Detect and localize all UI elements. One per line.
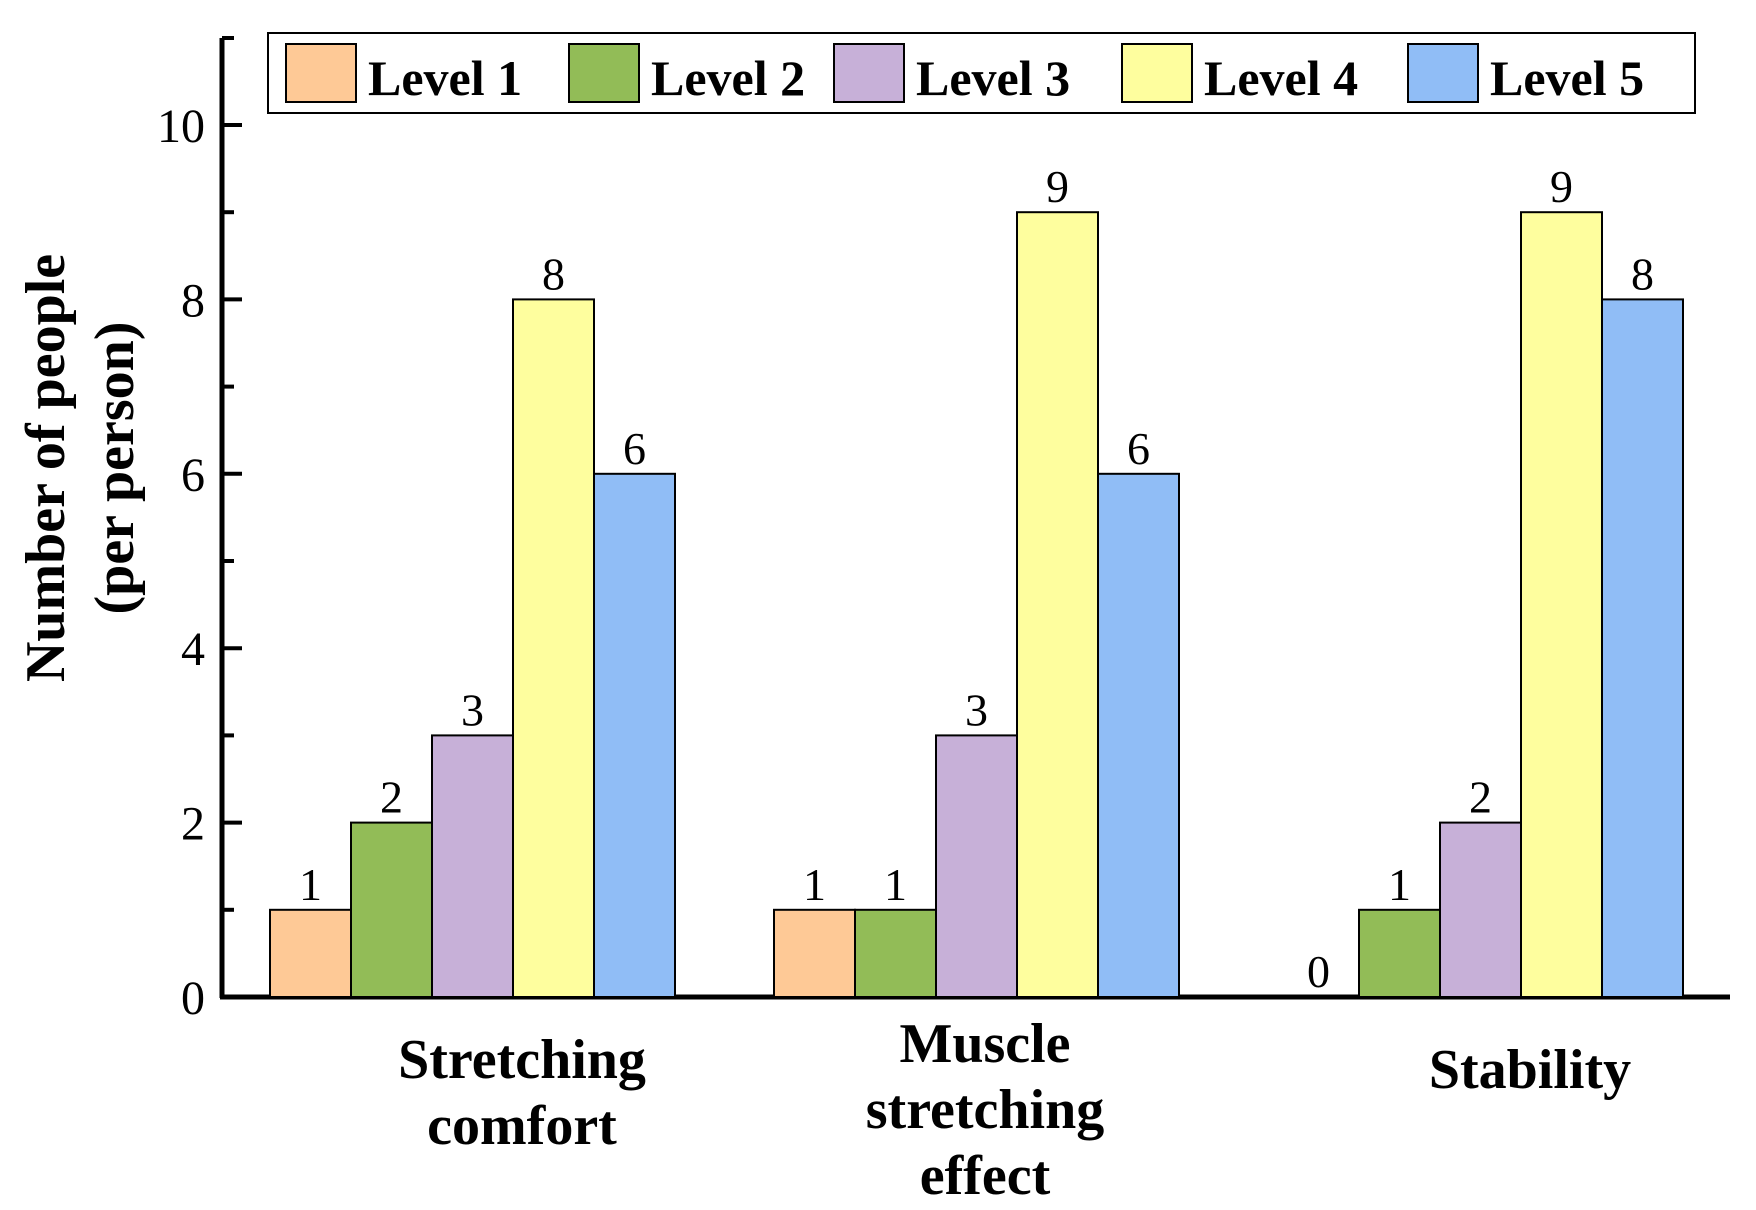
bar xyxy=(512,298,595,998)
y-axis-title-group: Number of people (per person) xyxy=(15,254,146,682)
category-label: Stretching xyxy=(398,1029,646,1091)
bar xyxy=(854,908,937,998)
bar xyxy=(431,734,514,999)
data-labels: 1 2 3 8 6 1 1 3 9 6 0 1 2 9 8 xyxy=(299,161,1654,997)
data-label: 0 xyxy=(1307,946,1330,997)
bar xyxy=(269,908,352,998)
data-label: 8 xyxy=(1631,248,1654,299)
bar xyxy=(1097,472,1180,998)
bar xyxy=(935,734,1018,999)
y-tick-label: 6 xyxy=(181,449,205,502)
y-axis-title: Number of people (per person) xyxy=(15,254,146,682)
data-label: 1 xyxy=(884,859,907,910)
category-label: effect xyxy=(920,1145,1051,1207)
data-label: 1 xyxy=(803,859,826,910)
data-label: 6 xyxy=(623,423,646,474)
y-tick-label: 8 xyxy=(181,274,205,327)
data-label: 3 xyxy=(965,684,988,735)
y-tick-label: 2 xyxy=(181,798,205,851)
legend-label: Level 4 xyxy=(1204,50,1358,106)
data-label: 6 xyxy=(1127,423,1150,474)
legend-swatch xyxy=(568,43,640,103)
category-label: comfort xyxy=(427,1095,617,1157)
bar xyxy=(1358,908,1441,998)
legend-swatch xyxy=(833,43,905,103)
legend-swatch xyxy=(1121,43,1193,103)
data-label: 3 xyxy=(461,684,484,735)
bar xyxy=(593,472,676,998)
data-label: 9 xyxy=(1550,161,1573,212)
y-tick-label: 4 xyxy=(181,623,205,676)
y-axis-title-line2: (per person) xyxy=(84,322,146,615)
data-label: 9 xyxy=(1046,161,1069,212)
bar xyxy=(350,821,433,998)
data-label: 1 xyxy=(1388,859,1411,910)
data-label: 8 xyxy=(542,248,565,299)
category-label: stretching xyxy=(866,1079,1105,1141)
bar xyxy=(1520,211,1603,998)
category-label: Muscle xyxy=(899,1013,1070,1075)
bar xyxy=(1601,298,1684,998)
y-tick-label: 0 xyxy=(181,972,205,1025)
bar xyxy=(1016,211,1099,998)
legend-label: Level 3 xyxy=(916,50,1070,106)
legend-label: Level 2 xyxy=(651,50,805,106)
data-label: 2 xyxy=(380,772,403,823)
legend-swatch xyxy=(1407,43,1479,103)
legend: Level 1 Level 2 Level 3 Level 4 Level 5 xyxy=(267,32,1696,114)
bar xyxy=(773,908,856,998)
category-label: Stability xyxy=(1429,1039,1631,1101)
data-label: 1 xyxy=(299,859,322,910)
y-axis-title-line1: Number of people xyxy=(15,254,77,682)
legend-label: Level 5 xyxy=(1490,50,1644,106)
y-tick-label: 10 xyxy=(157,100,205,153)
bars xyxy=(269,211,1684,999)
legend-label: Level 1 xyxy=(368,50,522,106)
legend-swatch xyxy=(285,43,357,103)
data-label: 2 xyxy=(1469,772,1492,823)
bar xyxy=(1439,821,1522,998)
